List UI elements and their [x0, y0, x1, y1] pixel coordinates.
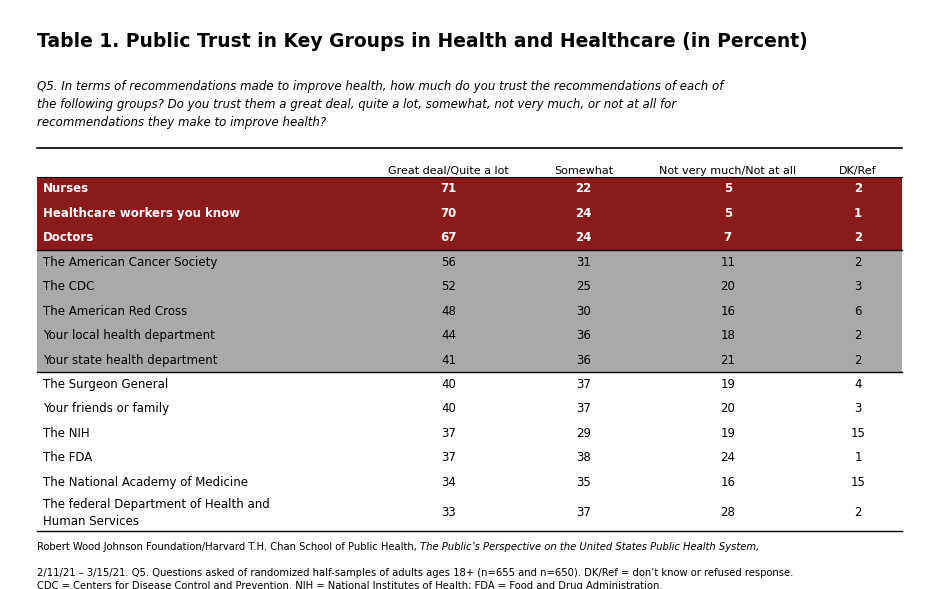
Text: Your friends or family: Your friends or family — [43, 402, 169, 415]
Text: The FDA: The FDA — [43, 451, 92, 464]
Bar — [37, 348, 902, 372]
Text: 2: 2 — [854, 183, 862, 196]
Text: 2: 2 — [854, 256, 862, 269]
Text: The American Red Cross: The American Red Cross — [43, 305, 187, 317]
Text: 3: 3 — [855, 402, 861, 415]
Text: 37: 37 — [577, 506, 591, 519]
Text: 37: 37 — [442, 451, 456, 464]
Text: Great deal/Quite a lot: Great deal/Quite a lot — [389, 166, 509, 176]
Text: 33: 33 — [442, 506, 456, 519]
Text: 37: 37 — [442, 427, 456, 440]
Text: Nurses: Nurses — [43, 183, 89, 196]
Text: 30: 30 — [577, 305, 591, 317]
Bar — [37, 201, 902, 226]
Bar — [37, 299, 902, 323]
Text: 2: 2 — [854, 231, 862, 244]
Text: 36: 36 — [577, 329, 591, 342]
Text: 4: 4 — [854, 378, 862, 391]
Text: The American Cancer Society: The American Cancer Society — [43, 256, 217, 269]
Text: The federal Department of Health and: The federal Department of Health and — [43, 498, 270, 511]
Text: Your local health department: Your local health department — [43, 329, 215, 342]
Text: 24: 24 — [576, 207, 591, 220]
Text: 34: 34 — [442, 476, 456, 489]
Text: 48: 48 — [442, 305, 456, 317]
Text: 2: 2 — [854, 506, 862, 519]
Bar — [37, 226, 902, 250]
Text: The Surgeon General: The Surgeon General — [43, 378, 168, 391]
Text: 1: 1 — [854, 207, 862, 220]
Text: 56: 56 — [442, 256, 456, 269]
Text: Table 1. Public Trust in Key Groups in Health and Healthcare (in Percent): Table 1. Public Trust in Key Groups in H… — [37, 32, 808, 51]
Text: 2: 2 — [854, 353, 862, 366]
Text: Your state health department: Your state health department — [43, 353, 218, 366]
Text: The Public’s Perspective on the United States Public Health System,: The Public’s Perspective on the United S… — [420, 541, 760, 551]
Text: 2/11/21 – 3/15/21. Q5. Questions asked of randomized half-samples of adults ages: 2/11/21 – 3/15/21. Q5. Questions asked o… — [37, 567, 793, 589]
Text: 40: 40 — [442, 402, 456, 415]
Text: 20: 20 — [721, 402, 735, 415]
Bar — [37, 177, 902, 201]
Text: Somewhat: Somewhat — [554, 166, 613, 176]
Bar — [37, 323, 902, 348]
Text: 1: 1 — [854, 451, 862, 464]
Text: The NIH: The NIH — [43, 427, 89, 440]
Text: Human Services: Human Services — [43, 515, 139, 528]
Text: 44: 44 — [441, 329, 457, 342]
Text: 71: 71 — [441, 183, 457, 196]
Text: 19: 19 — [720, 427, 736, 440]
Text: 37: 37 — [577, 378, 591, 391]
Text: 25: 25 — [577, 280, 591, 293]
Text: 29: 29 — [576, 427, 591, 440]
Text: Not very much/Not at all: Not very much/Not at all — [659, 166, 796, 176]
Text: 24: 24 — [720, 451, 736, 464]
Text: 15: 15 — [851, 427, 865, 440]
Text: 28: 28 — [721, 506, 735, 519]
Text: 6: 6 — [854, 305, 862, 317]
Text: 35: 35 — [577, 476, 591, 489]
Text: 22: 22 — [576, 183, 591, 196]
Text: 16: 16 — [720, 476, 736, 489]
Text: 21: 21 — [720, 353, 736, 366]
Text: 20: 20 — [721, 280, 735, 293]
Text: 37: 37 — [577, 402, 591, 415]
Text: Q5. In terms of recommendations made to improve health, how much do you trust th: Q5. In terms of recommendations made to … — [37, 80, 724, 128]
Text: 36: 36 — [577, 353, 591, 366]
Text: 7: 7 — [724, 231, 732, 244]
Text: 3: 3 — [855, 280, 861, 293]
Text: 24: 24 — [576, 231, 591, 244]
Text: 18: 18 — [721, 329, 735, 342]
Text: The CDC: The CDC — [43, 280, 94, 293]
Text: 31: 31 — [577, 256, 591, 269]
Text: 41: 41 — [441, 353, 457, 366]
Text: The National Academy of Medicine: The National Academy of Medicine — [43, 476, 247, 489]
Text: 2: 2 — [854, 329, 862, 342]
Text: 70: 70 — [441, 207, 457, 220]
Text: 40: 40 — [442, 378, 456, 391]
Text: 38: 38 — [577, 451, 591, 464]
Text: 11: 11 — [720, 256, 736, 269]
Text: 67: 67 — [441, 231, 457, 244]
Text: 19: 19 — [720, 378, 736, 391]
Text: 52: 52 — [442, 280, 456, 293]
Text: 5: 5 — [724, 183, 732, 196]
Text: Healthcare workers you know: Healthcare workers you know — [43, 207, 240, 220]
Text: Doctors: Doctors — [43, 231, 94, 244]
Text: 15: 15 — [851, 476, 865, 489]
Bar — [37, 250, 902, 274]
Text: DK/Ref: DK/Ref — [839, 166, 877, 176]
Text: 5: 5 — [724, 207, 732, 220]
Text: 16: 16 — [720, 305, 736, 317]
Text: Robert Wood Johnson Foundation/Harvard T.H. Chan School of Public Health,: Robert Wood Johnson Foundation/Harvard T… — [37, 541, 420, 551]
Bar — [37, 274, 902, 299]
